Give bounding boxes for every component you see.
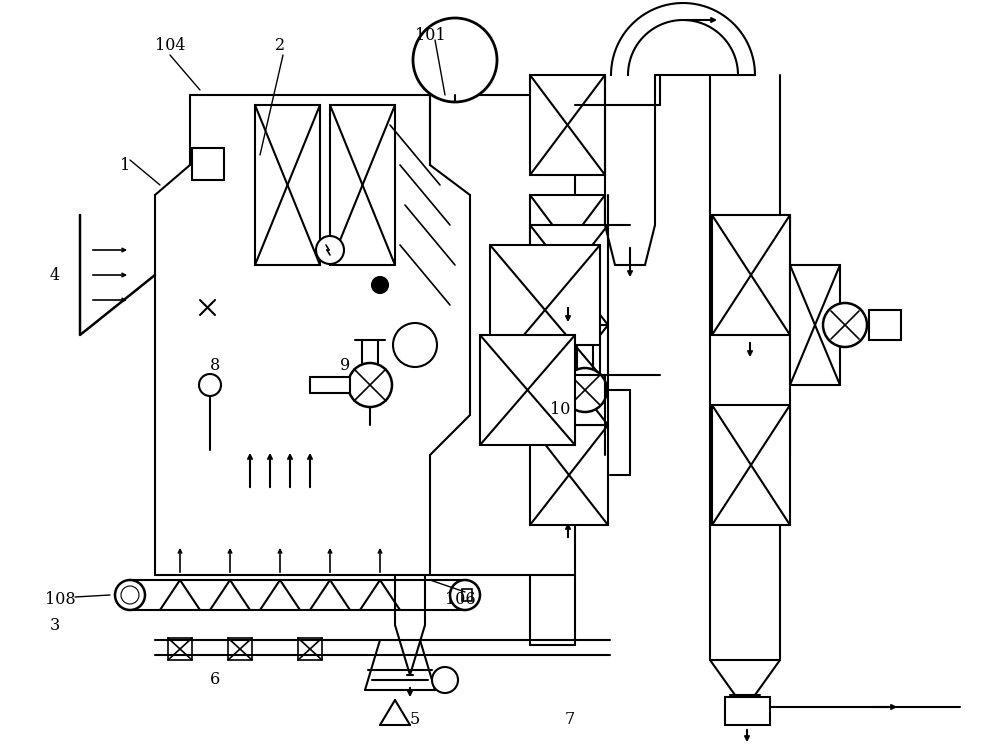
Bar [725,697,770,725]
Circle shape [121,586,139,604]
Circle shape [563,368,607,412]
Bar [869,310,901,340]
Circle shape [123,588,137,602]
Bar [298,638,322,660]
Text: 1: 1 [120,156,130,174]
Bar [712,215,790,335]
Bar [530,75,605,175]
Text: 10: 10 [550,402,570,418]
Circle shape [823,303,867,347]
Bar [790,265,840,385]
Text: 9: 9 [340,356,350,374]
Circle shape [393,323,437,367]
Circle shape [115,580,145,610]
Circle shape [127,592,133,598]
Circle shape [413,18,497,102]
Text: 4: 4 [50,267,60,283]
Bar [530,325,608,425]
Text: 5: 5 [410,711,420,729]
Text: 8: 8 [210,356,220,374]
Text: 3: 3 [50,617,60,633]
Circle shape [372,277,388,293]
Text: 106: 106 [445,591,475,609]
Bar [228,638,252,660]
Text: 101: 101 [415,26,445,44]
Circle shape [199,374,221,396]
Bar [490,245,600,375]
Bar [255,105,320,265]
Text: 104: 104 [155,36,185,54]
Circle shape [316,236,344,264]
Circle shape [348,363,392,407]
Bar [168,638,192,660]
Bar [530,425,608,525]
Bar [712,405,790,525]
Circle shape [124,589,136,601]
Text: 2: 2 [275,36,285,54]
Bar [462,589,472,601]
Text: 7: 7 [565,711,575,729]
Bar [192,148,224,180]
Text: 6: 6 [210,671,220,689]
Circle shape [432,667,458,693]
Bar [330,105,395,265]
Circle shape [450,580,480,610]
Bar [530,225,608,325]
Bar [310,377,350,393]
Bar [530,195,605,295]
Text: 108: 108 [45,591,75,609]
Bar [480,335,575,445]
